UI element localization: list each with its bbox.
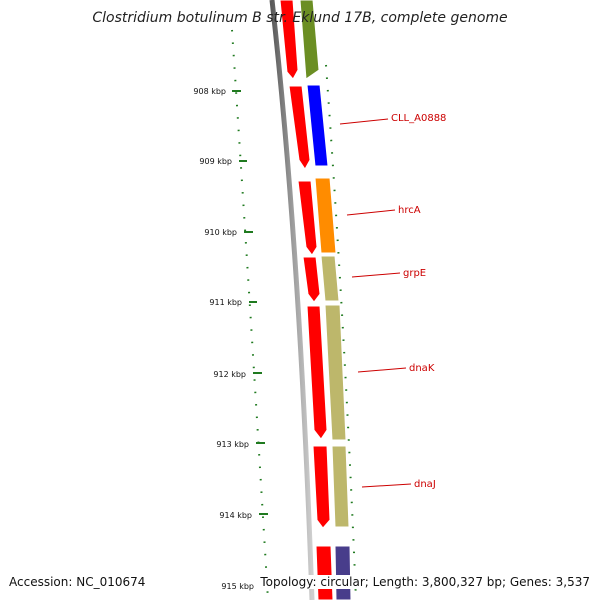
ruler-tick-label: 910 kbp	[204, 228, 237, 237]
gene-block-grpe[interactable]	[320, 255, 340, 302]
ruler-tick-label: 908 kbp	[193, 87, 226, 96]
label-leader-line	[357, 367, 407, 373]
genome-backbone	[269, 0, 315, 600]
ruler-tick-label: 913 kbp	[216, 440, 249, 449]
label-leader-line	[361, 483, 412, 488]
gene-label-dnaj[interactable]: dnaJ	[414, 479, 436, 490]
accession-text: Accession: NC_010674	[9, 575, 146, 589]
ruler-tick-label: 915 kbp	[221, 582, 254, 591]
label-leader-line	[339, 118, 389, 125]
unlabeled-feature-block[interactable]	[299, 0, 320, 80]
ruler-ticks: 908 kbp 909 kbp 910 kbp 911 kbp 912 kbp …	[193, 87, 270, 591]
ruler-tick-label: 912 kbp	[213, 370, 246, 379]
gene-block-dnaj[interactable]	[331, 445, 350, 528]
cds-arrow[interactable]	[306, 305, 328, 440]
cds-arrow[interactable]	[315, 545, 334, 600]
gene-block-hrca[interactable]	[314, 177, 337, 254]
label-leader-line	[351, 272, 401, 278]
gene-track	[299, 0, 352, 600]
gene-label-dnak[interactable]: dnaK	[409, 363, 435, 374]
cds-arrow[interactable]	[288, 85, 311, 170]
unlabeled-feature-block[interactable]	[334, 545, 352, 600]
cds-arrow[interactable]	[302, 256, 321, 303]
gene-labels: CLL_A0888 hrcA grpE dnaK dnaJ	[339, 113, 446, 490]
gene-block-cll-a0888[interactable]	[306, 84, 329, 167]
cds-arrow[interactable]	[279, 0, 299, 80]
cds-arrow[interactable]	[312, 445, 331, 529]
ruler-tick-label: 911 kbp	[209, 298, 242, 307]
gene-label-cll-a0888[interactable]: CLL_A0888	[391, 113, 446, 124]
ruler-track	[231, 29, 269, 600]
label-leader-line	[346, 209, 396, 216]
ruler-tick-label: 909 kbp	[199, 157, 232, 166]
ruler-tick-label: 914 kbp	[219, 511, 252, 520]
genome-summary-text: Topology: circular; Length: 3,800,327 bp…	[260, 575, 590, 589]
gene-block-dnak[interactable]	[324, 304, 347, 441]
cds-arrow[interactable]	[297, 180, 318, 256]
map-title: Clostridium botulinum B str. Eklund 17B,…	[92, 10, 508, 26]
gene-label-hrca[interactable]: hrcA	[398, 205, 421, 216]
gene-label-grpe[interactable]: grpE	[403, 268, 426, 279]
